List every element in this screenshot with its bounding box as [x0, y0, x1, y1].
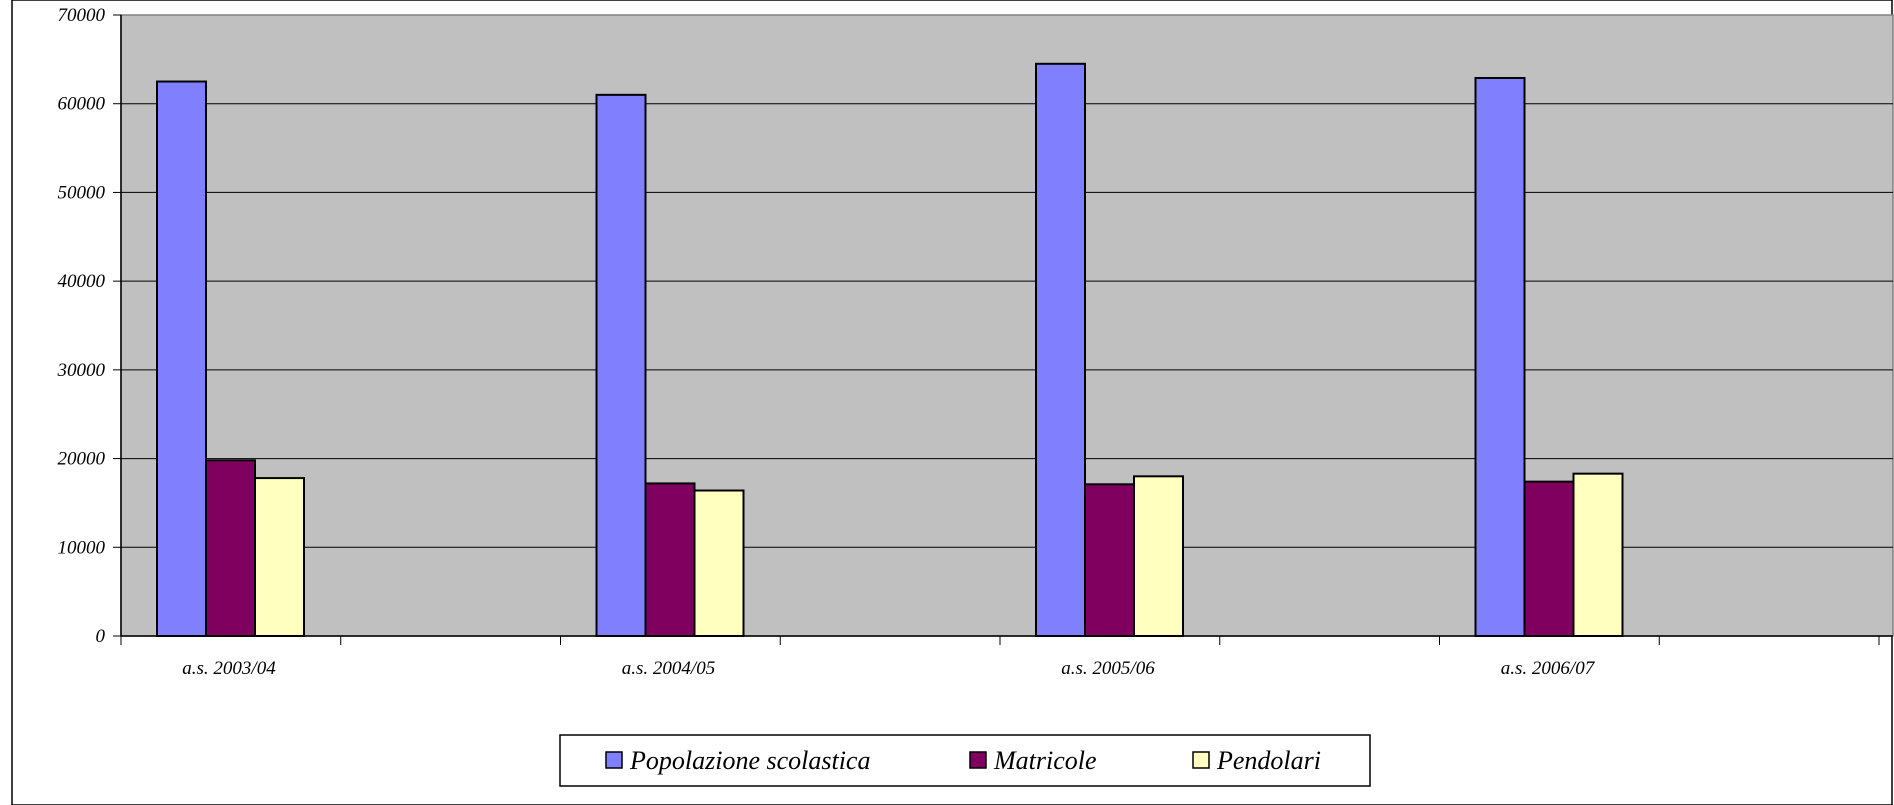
- plot-area: [120, 14, 1894, 637]
- legend: Popolazione scolastica Matricole Pendolari: [559, 734, 1371, 787]
- legend-label: Matricole: [993, 746, 1097, 775]
- bar-matricole-1: [644, 482, 696, 638]
- bar-popolazione-scolastica-1: [595, 93, 647, 638]
- y-tick-label: 10000: [58, 537, 106, 558]
- bar-popolazione-scolastica-0: [156, 80, 207, 638]
- bar-popolazione-scolastica-2: [1035, 62, 1086, 638]
- bar-pendolari-2: [1133, 475, 1184, 638]
- bar-pendolari-3: [1572, 472, 1624, 637]
- y-tick-label: 30000: [57, 360, 106, 381]
- y-tick-label: 70000: [58, 5, 106, 26]
- x-tick-label: a.s. 2003/04: [182, 658, 276, 679]
- legend-swatch: [605, 751, 623, 769]
- x-tick-label: a.s. 2004/05: [622, 658, 715, 679]
- legend-label: Pendolari: [1216, 746, 1321, 775]
- bar-popolazione-scolastica-3: [1474, 76, 1526, 638]
- y-tick-label: 0: [96, 626, 106, 647]
- y-tick-label: 40000: [58, 271, 106, 292]
- bar-matricole-2: [1084, 483, 1135, 638]
- bars: [156, 62, 1624, 638]
- bar-pendolari-1: [693, 489, 745, 637]
- legend-swatch: [969, 751, 987, 769]
- bar-matricole-0: [205, 459, 256, 637]
- bar-pendolari-0: [254, 477, 305, 637]
- legend-swatch: [1192, 751, 1210, 769]
- y-tick-label: 20000: [58, 449, 106, 470]
- legend-box: [559, 734, 1371, 787]
- y-axis: 0 10000 20000 30000 40000 50000 60000 70000: [57, 5, 122, 647]
- bar-matricole-3: [1523, 480, 1575, 637]
- y-tick-label: 60000: [58, 94, 106, 115]
- y-tick-label: 50000: [58, 182, 106, 203]
- x-axis: a.s. 2003/04 a.s. 2004/05 a.s. 2005/06 a.s.…: [120, 635, 1893, 679]
- x-tick-label: a.s. 2006/07: [1501, 658, 1596, 679]
- x-tick-label: a.s. 2005/06: [1061, 658, 1155, 679]
- legend-label: Popolazione scolastica: [629, 746, 870, 775]
